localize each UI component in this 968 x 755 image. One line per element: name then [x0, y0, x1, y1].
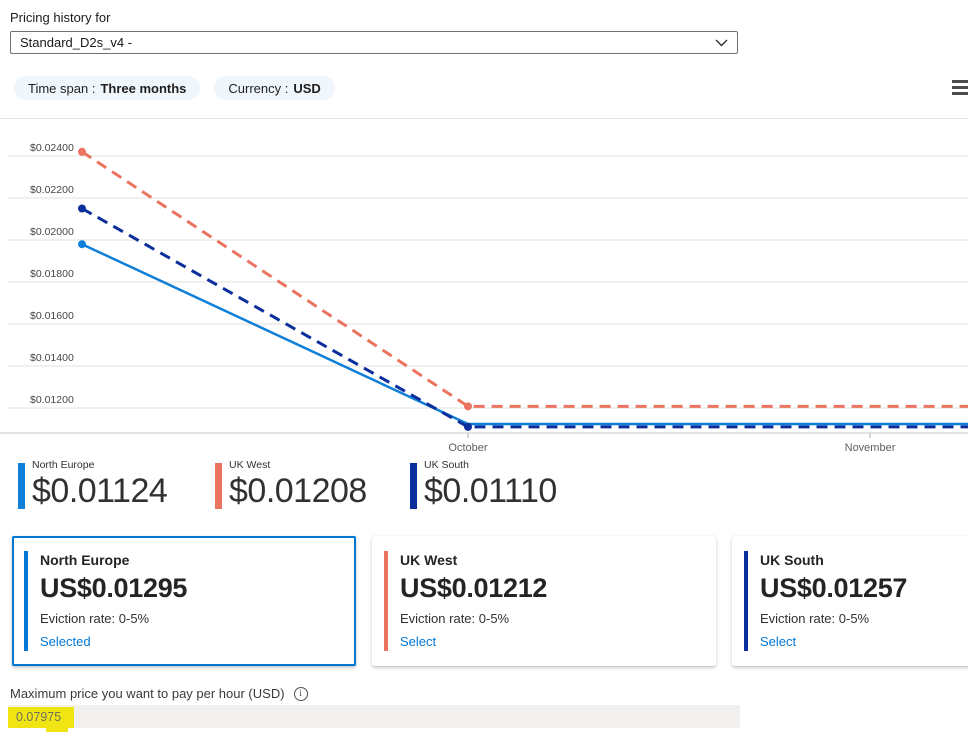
- svg-text:$0.01600: $0.01600: [30, 310, 74, 322]
- info-icon[interactable]: i: [293, 686, 308, 701]
- legend-name: UK South: [424, 459, 469, 471]
- max-price-label-row: Maximum price you want to pay per hour (…: [10, 686, 308, 701]
- card-price: US$0.01212: [400, 573, 548, 603]
- card-eviction-rate: Eviction rate: 0-5%: [760, 611, 870, 626]
- card-region-name: UK South: [760, 552, 824, 568]
- legend-item-uk-south: UK South $0.01110: [410, 459, 557, 510]
- select-link[interactable]: Select: [400, 634, 437, 649]
- currency-label: Currency :: [228, 80, 289, 96]
- max-price-input[interactable]: 0.07975: [8, 705, 740, 732]
- card-accent-bar: [384, 551, 388, 651]
- vm-size-dropdown[interactable]: Standard_D2s_v4 -: [10, 31, 738, 54]
- region-card-north-europe[interactable]: North Europe US$0.01295 Eviction rate: 0…: [12, 536, 356, 666]
- card-eviction-rate: Eviction rate: 0-5%: [40, 611, 150, 626]
- highlight-marker: [8, 707, 74, 728]
- select-link[interactable]: Select: [760, 634, 797, 649]
- svg-text:October: October: [448, 442, 487, 454]
- region-card-uk-west[interactable]: UK West US$0.01212 Eviction rate: 0-5% S…: [372, 536, 716, 666]
- time-span-value: Three months: [100, 80, 187, 96]
- hamburger-bar: [952, 80, 968, 83]
- currency-pill[interactable]: Currency : USD: [214, 76, 335, 100]
- svg-text:$0.01400: $0.01400: [30, 352, 74, 364]
- selected-link[interactable]: Selected: [40, 634, 91, 649]
- hamburger-bar: [952, 86, 968, 89]
- card-accent-bar: [24, 551, 28, 651]
- svg-text:$0.01800: $0.01800: [30, 268, 74, 280]
- card-region-name: UK West: [400, 552, 458, 568]
- vm-size-dropdown-value: Standard_D2s_v4 -: [20, 35, 133, 50]
- card-price: US$0.01257: [760, 573, 908, 603]
- legend-item-uk-west: UK West $0.01208: [215, 459, 367, 510]
- region-price-cards: North Europe US$0.01295 Eviction rate: 0…: [12, 536, 968, 666]
- legend-value: $0.01208: [229, 472, 367, 510]
- card-eviction-rate: Eviction rate: 0-5%: [400, 611, 510, 626]
- legend-color-bar: [18, 463, 25, 509]
- svg-text:$0.02400: $0.02400: [30, 142, 74, 154]
- pricing-history-chart: $0.02400 $0.02200 $0.02000 $0.01800 $0.01600…: [0, 118, 968, 455]
- chart-legend: North Europe $0.01124 UK West $0.01208 U…: [0, 459, 968, 515]
- line-chart-canvas: $0.02400 $0.02200 $0.02000 $0.01800 $0.01600…: [0, 142, 968, 454]
- card-region-name: North Europe: [40, 552, 130, 568]
- svg-text:$0.01200: $0.01200: [30, 394, 74, 406]
- legend-value: $0.01124: [32, 472, 168, 510]
- svg-text:$0.02000: $0.02000: [30, 226, 74, 238]
- svg-text:$0.02200: $0.02200: [30, 184, 74, 196]
- max-price-value: 0.07975: [16, 710, 62, 724]
- time-span-pill[interactable]: Time span : Three months: [14, 76, 201, 100]
- filter-pills: Time span : Three months Currency : USD: [14, 76, 335, 100]
- legend-color-bar: [410, 463, 417, 509]
- legend-color-bar: [215, 463, 222, 509]
- hamburger-icon[interactable]: [952, 80, 968, 96]
- hamburger-bar: [952, 92, 968, 95]
- legend-name: UK West: [229, 459, 271, 471]
- legend-name: North Europe: [32, 459, 95, 471]
- svg-text:November: November: [845, 442, 896, 454]
- highlight-marker-tail: [46, 727, 68, 732]
- max-price-label: Maximum price you want to pay per hour (…: [10, 686, 285, 701]
- legend-item-north-europe: North Europe $0.01124: [18, 459, 168, 510]
- pricing-history-label: Pricing history for: [10, 10, 111, 25]
- card-accent-bar: [744, 551, 748, 651]
- time-span-label: Time span :: [28, 80, 96, 96]
- card-price: US$0.01295: [40, 573, 188, 603]
- region-card-uk-south[interactable]: UK South US$0.01257 Eviction rate: 0-5% …: [732, 536, 968, 666]
- chevron-down-icon: [715, 35, 728, 50]
- legend-value: $0.01110: [424, 472, 557, 510]
- currency-value: USD: [293, 80, 321, 96]
